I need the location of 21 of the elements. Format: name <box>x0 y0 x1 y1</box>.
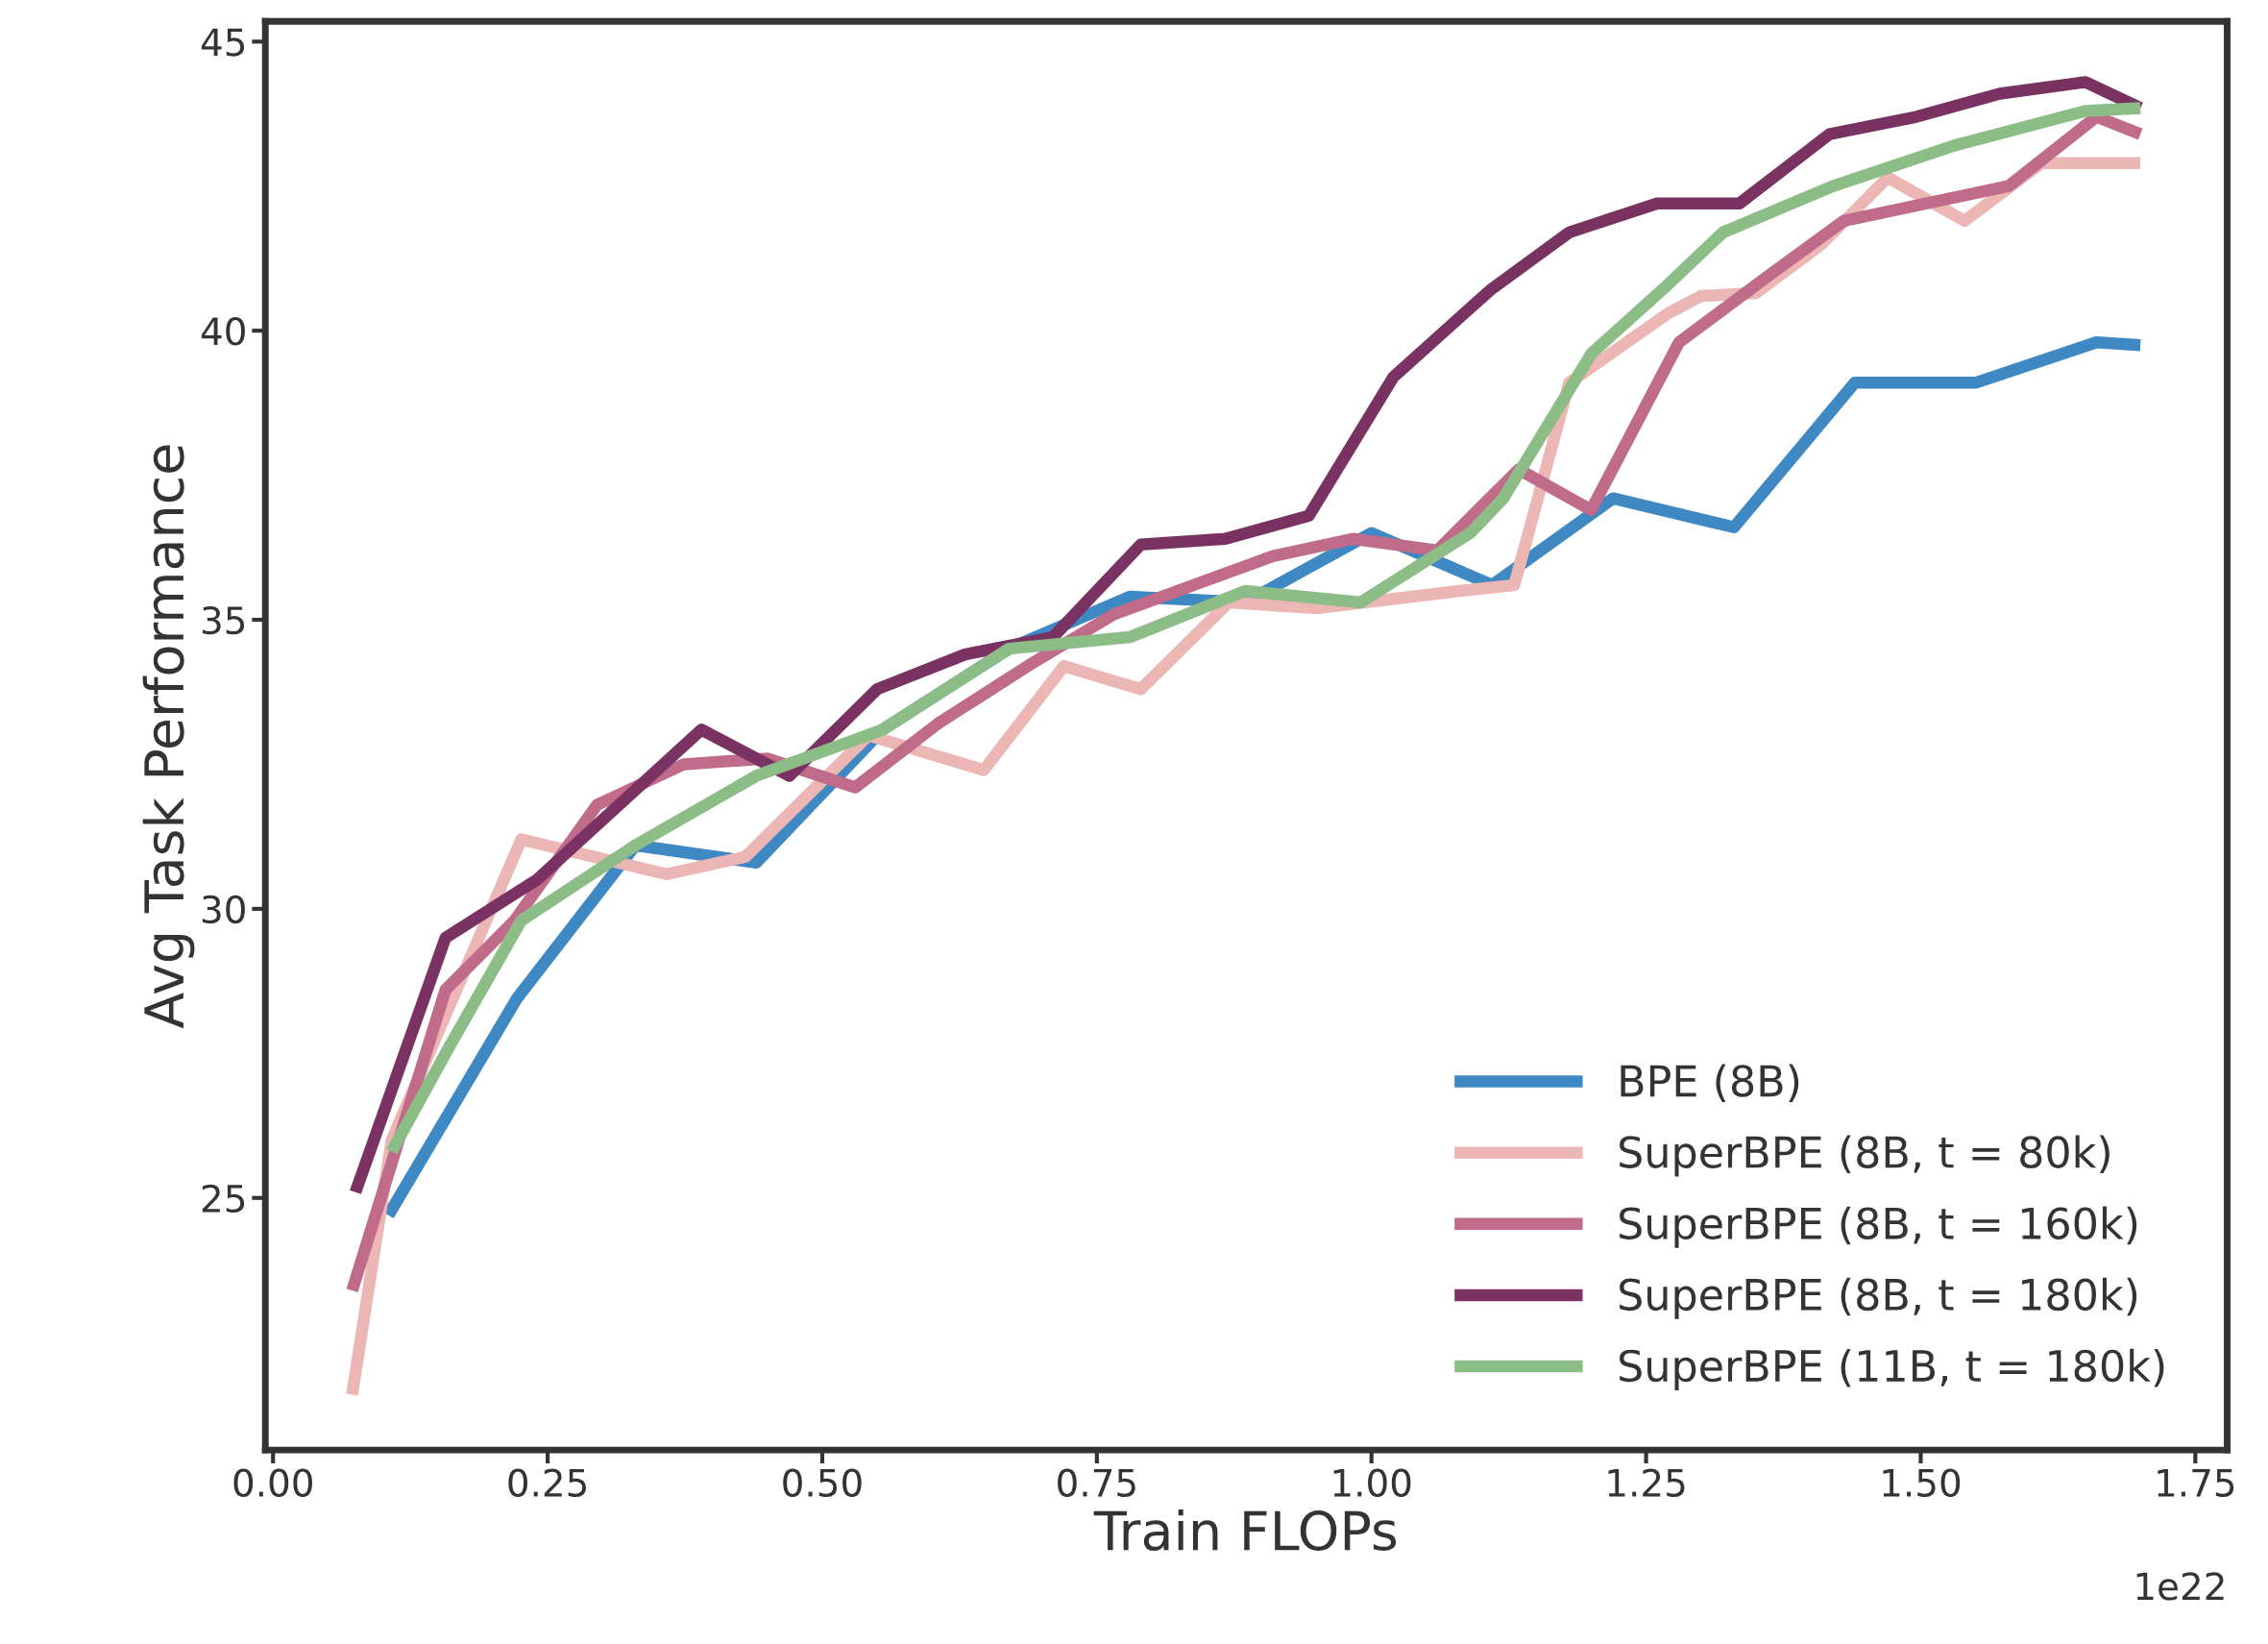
legend-label: SuperBPE (8B, t = 180k) <box>1620 1277 2137 1319</box>
text: 1e22 <box>2136 1572 2224 1601</box>
y-tick-label: 45 <box>201 28 245 57</box>
legend-label: SuperBPE (8B, t = 160k) <box>1620 1206 2137 1248</box>
legend-label: SuperBPE (11B, t = 180k) <box>1620 1348 2164 1390</box>
x-tick-label: 0.25 <box>508 1468 587 1497</box>
legend-label: BPE (8B) <box>1621 1064 1799 1102</box>
x-tick-label: 1.75 <box>2158 1469 2234 1497</box>
y-tick-label: 40 <box>201 317 245 346</box>
y-tick-label: 35 <box>202 605 245 635</box>
y-axis-title: Avg Task Performance <box>142 445 195 1029</box>
x-tick-label: 1.00 <box>1333 1468 1411 1497</box>
y-tick-label: 25 <box>202 1184 245 1214</box>
x-tick-label: 0.50 <box>783 1468 862 1497</box>
x-tick-label: 1.25 <box>1608 1468 1685 1497</box>
x-tick-label: 0.75 <box>1058 1468 1135 1497</box>
y-tick-label: 30 <box>202 895 245 924</box>
x-tick-label: 1.50 <box>1883 1468 1961 1497</box>
legend-label: SuperBPE (8B, t = 80k) <box>1620 1135 2109 1177</box>
x-tick-label: 0.00 <box>233 1468 312 1497</box>
x-axis-title: Train FLOPs <box>1093 1509 1397 1552</box>
